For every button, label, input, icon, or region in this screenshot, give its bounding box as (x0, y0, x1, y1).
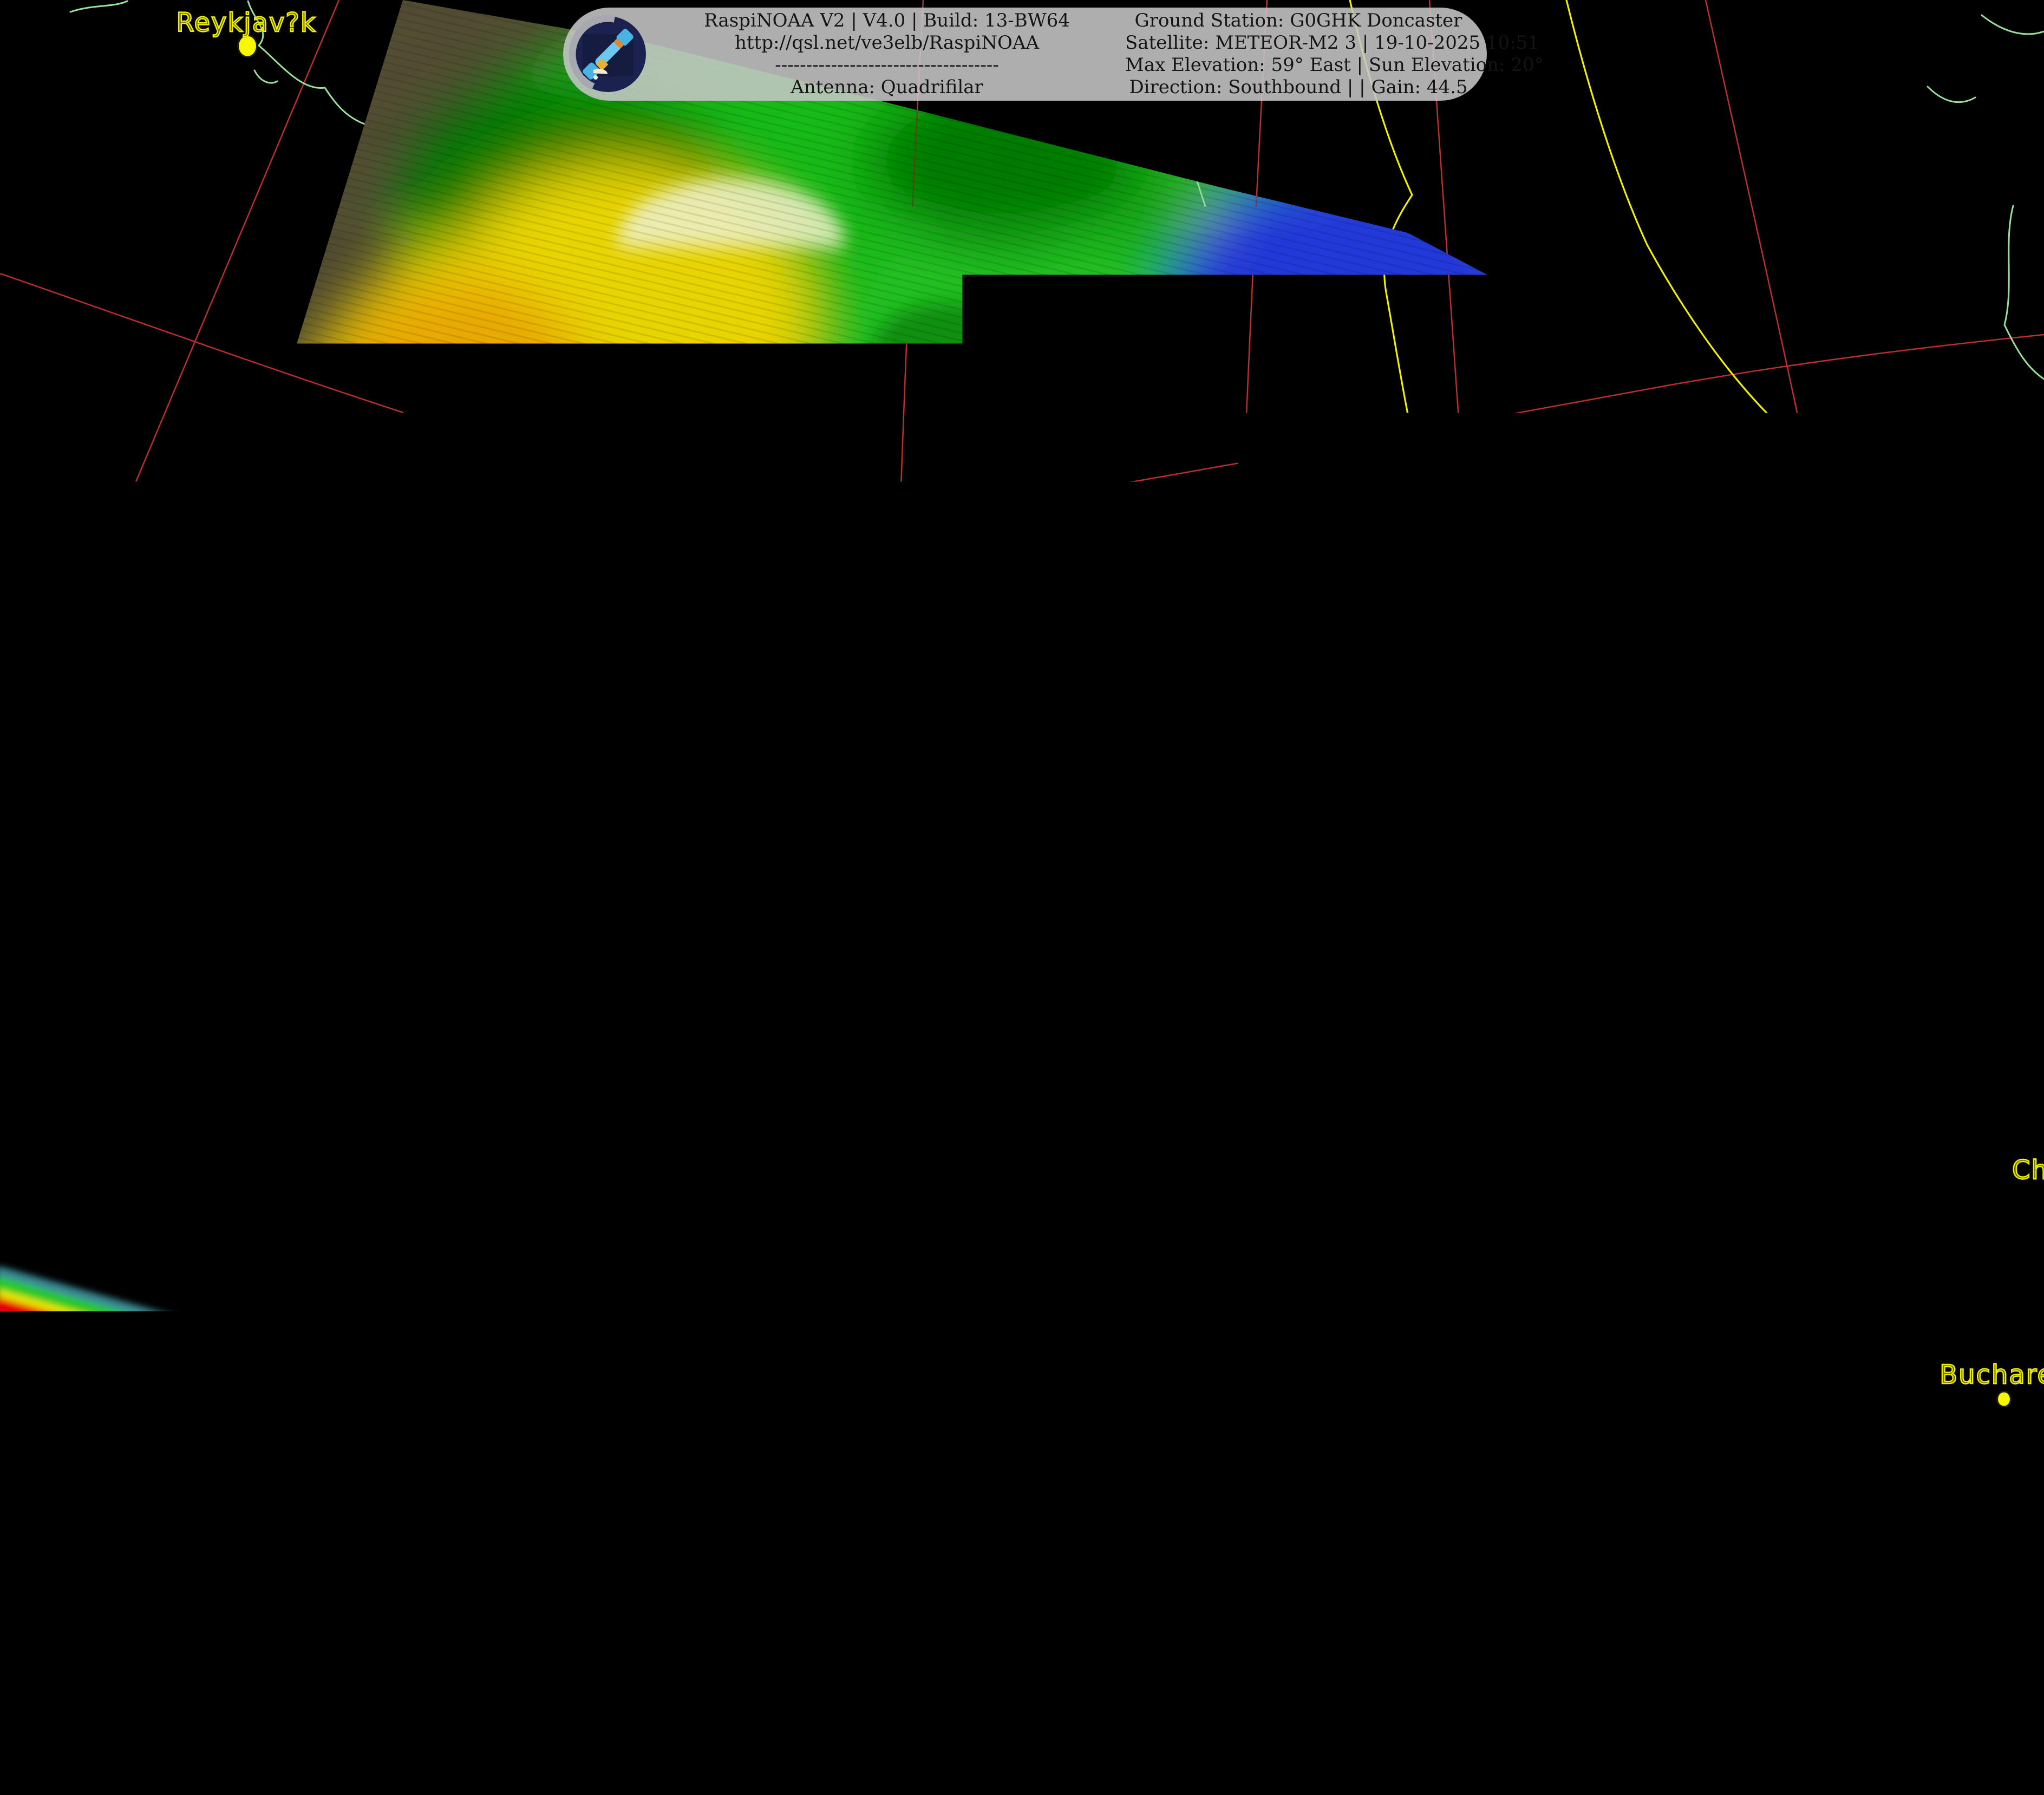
satellite-info: Satellite: METEOR-M2 3 | 19-10-2025 10:5… (1125, 32, 1472, 54)
antenna-info: Antenna: Quadrifilar (649, 76, 1125, 99)
ground-station-info: Ground Station: G0GHK Doncaster (1125, 10, 1472, 32)
satellite-logo-icon (567, 14, 649, 95)
app-url: http://qsl.net/ve3elb/RaspiNOAA (649, 32, 1125, 54)
city-dot (1369, 1683, 1382, 1699)
city-dot (239, 36, 256, 56)
city-dot (1112, 1577, 1123, 1589)
city-dot (1357, 1549, 1368, 1562)
elevation-info: Max Elevation: 59° East | Sun Elevation:… (1125, 54, 1472, 76)
header-info-card: RaspiNOAA V2 | V4.0 | Build: 13-BW64 htt… (563, 8, 1487, 101)
city-dot (1405, 1654, 1412, 1662)
header-left-column: RaspiNOAA V2 | V4.0 | Build: 13-BW64 htt… (649, 10, 1125, 99)
direction-gain-info: Direction: Southbound | | Gain: 44.5 (1125, 76, 1472, 99)
divider-dashes: ------------------------------------ (649, 54, 1125, 76)
map-canvas (0, 0, 2044, 1795)
app-title: RaspiNOAA V2 | V4.0 | Build: 13-BW64 (649, 10, 1125, 32)
header-right-column: Ground Station: G0GHK Doncaster Satellit… (1125, 10, 1472, 99)
satellite-map-screenshot: RaspiNOAA V2 | V4.0 | Build: 13-BW64 htt… (0, 0, 2044, 1795)
